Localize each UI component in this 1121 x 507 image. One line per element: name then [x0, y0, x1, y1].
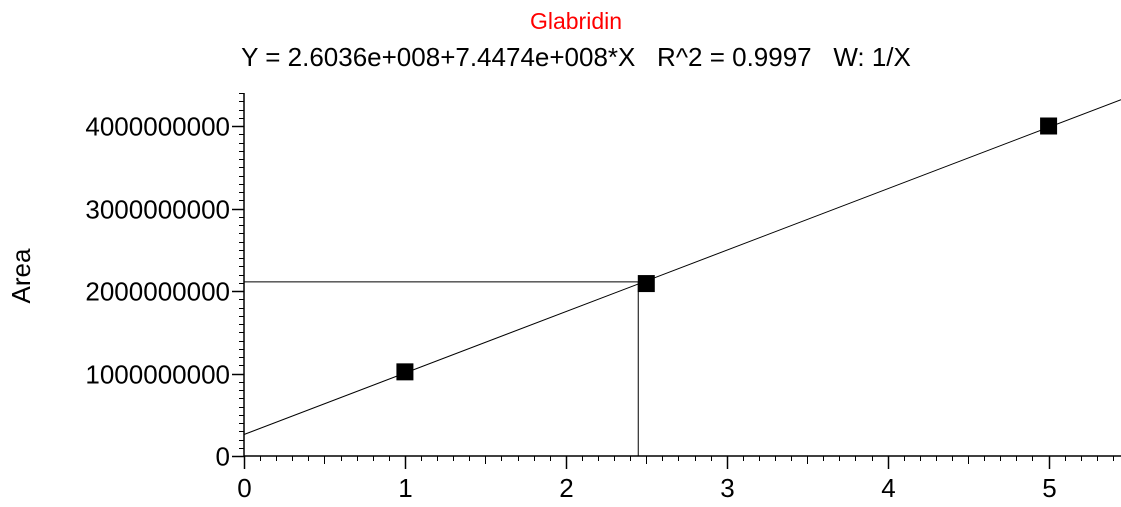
chart-title: Glabridin: [530, 8, 622, 34]
x-tick-label: 5: [1042, 473, 1056, 503]
data-point: [1040, 117, 1058, 135]
y-tick-label: 2000000000: [85, 277, 230, 307]
data-point: [637, 275, 655, 293]
x-tick-label: 3: [720, 473, 734, 503]
data-point: [396, 363, 414, 381]
plot-area: 0 1000000000 2000000000 3000000000 400000000…: [85, 93, 1121, 503]
y-tick-label: 0: [216, 442, 230, 472]
chart-subtitle: Y = 2.6036e+008+7.4474e+008*X R^2 = 0.99…: [241, 42, 911, 72]
x-tick-label: 0: [237, 473, 251, 503]
y-tick-label: 1000000000: [85, 360, 230, 390]
y-axis-title: Area: [6, 248, 36, 303]
fit-line: [243, 99, 1121, 435]
x-tick-label: 1: [398, 473, 412, 503]
y-tick-label: 4000000000: [85, 112, 230, 142]
x-tick-label: 4: [881, 473, 895, 503]
x-tick-label: 2: [559, 473, 573, 503]
y-tick-label: 3000000000: [85, 195, 230, 225]
